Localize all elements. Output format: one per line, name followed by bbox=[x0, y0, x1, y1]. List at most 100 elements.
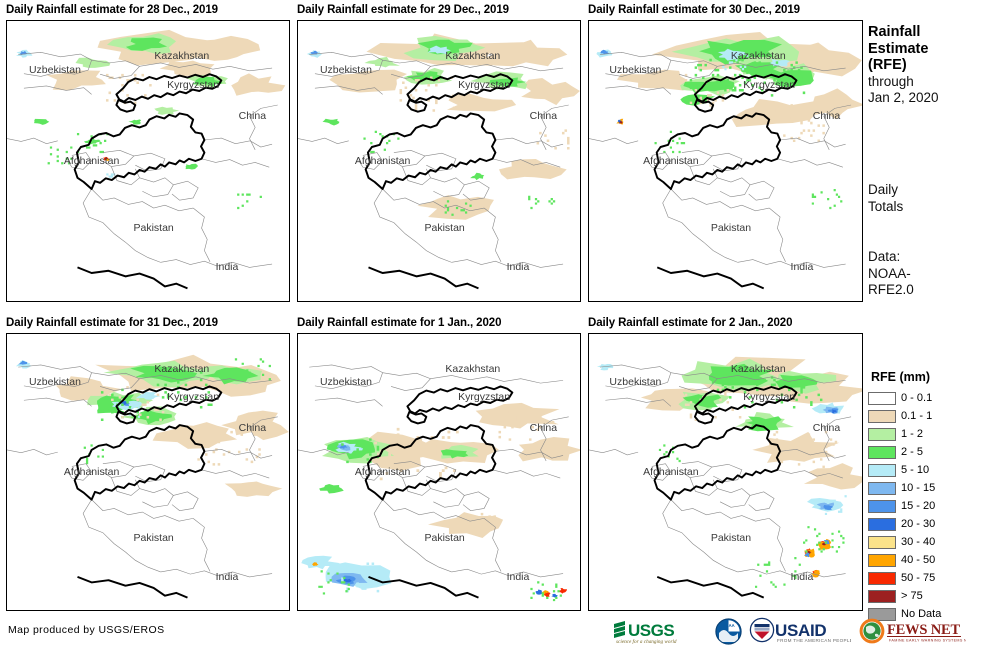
admin-boundaries bbox=[7, 364, 278, 578]
panel-title: Daily Rainfall estimate for 30 Dec., 201… bbox=[588, 4, 800, 16]
map-frame[interactable]: Uzbekistan Kazakhstan Kyrgyzstan China Afgha… bbox=[297, 20, 581, 302]
precipitation-raster bbox=[589, 356, 862, 599]
legend-rows: 0 - 0.1 0.1 - 1 1 - 2 2 - 5 5 - 10 10 - 15 15 … bbox=[868, 389, 980, 623]
legend-label: 15 - 20 bbox=[901, 500, 936, 512]
usgs-logo[interactable]: USGS science for a changing world bbox=[612, 617, 708, 645]
map-panel-2[interactable]: Daily Rainfall estimate for 29 Dec., 201… bbox=[297, 4, 581, 302]
legend-label: No Data bbox=[901, 608, 942, 620]
map-credit: Map produced by USGS/EROS bbox=[8, 624, 165, 636]
precipitation-raster bbox=[298, 364, 580, 602]
through-date: Jan 2, 2020 bbox=[868, 90, 939, 105]
legend-row: 20 - 30 bbox=[868, 515, 980, 533]
legend-label: 0.1 - 1 bbox=[901, 410, 933, 422]
legend-swatch bbox=[868, 481, 896, 495]
svg-text:FEWS NET: FEWS NET bbox=[887, 622, 960, 638]
legend-swatch bbox=[868, 571, 896, 585]
precipitation-raster bbox=[589, 32, 862, 290]
map-frame[interactable]: Uzbekistan Kazakhstan Kyrgyzstan China Afgha… bbox=[588, 20, 863, 302]
legend-label: 10 - 15 bbox=[901, 482, 936, 494]
legend-label: 30 - 40 bbox=[901, 536, 936, 548]
legend-row: 50 - 75 bbox=[868, 569, 980, 587]
legend-label: 50 - 75 bbox=[901, 572, 936, 584]
national-borders bbox=[73, 73, 223, 290]
legend-row: 10 - 15 bbox=[868, 479, 980, 497]
legend-swatch bbox=[868, 409, 896, 423]
legend-label: 40 - 50 bbox=[901, 554, 936, 566]
map-panel-6[interactable]: Daily Rainfall estimate for 2 Jan., 2020… bbox=[588, 317, 863, 611]
legend-swatch bbox=[868, 553, 896, 567]
period-line-1: Daily bbox=[868, 182, 899, 197]
legend-swatch bbox=[868, 607, 896, 621]
legend-row: 30 - 40 bbox=[868, 533, 980, 551]
panel-title: Daily Rainfall estimate for 28 Dec., 201… bbox=[6, 4, 218, 16]
precipitation-raster bbox=[298, 33, 580, 290]
legend-swatch bbox=[868, 427, 896, 441]
panel-title: Daily Rainfall estimate for 2 Jan., 2020 bbox=[588, 317, 793, 329]
map-panel-5[interactable]: Daily Rainfall estimate for 1 Jan., 2020… bbox=[297, 317, 581, 611]
svg-text:FAMINE EARLY WARNING SYSTEMS N: FAMINE EARLY WARNING SYSTEMS NETWORK bbox=[889, 639, 966, 643]
legend-label: 20 - 30 bbox=[901, 518, 936, 530]
legend-title: RFE (mm) bbox=[871, 370, 931, 384]
legend-row: 1 - 2 bbox=[868, 425, 980, 443]
legend-swatch bbox=[868, 463, 896, 477]
legend-swatch bbox=[868, 517, 896, 531]
aggregation-period: Daily Totals bbox=[868, 182, 903, 215]
heading-line-2: Estimate bbox=[868, 40, 929, 57]
legend-row: > 75 bbox=[868, 587, 980, 605]
usaid-logo[interactable]: USAID FROM THE AMERICAN PEOPLE bbox=[749, 617, 851, 645]
panel-title: Daily Rainfall estimate for 1 Jan., 2020 bbox=[297, 317, 502, 329]
national-borders bbox=[653, 385, 798, 599]
map-frame[interactable]: Uzbekistan Kazakhstan Kyrgyzstan China Afgha… bbox=[588, 333, 863, 611]
national-borders bbox=[364, 73, 514, 290]
map-frame[interactable]: Uzbekistan Kazakhstan Kyrgyzstan China Afgha… bbox=[297, 333, 581, 611]
report-heading: Rainfall Estimate (RFE) through Jan 2, 2… bbox=[868, 24, 939, 107]
national-borders bbox=[653, 73, 798, 290]
svg-text:NOAA: NOAA bbox=[722, 623, 734, 628]
data-source-label: Data: bbox=[868, 249, 901, 264]
admin-boundaries bbox=[298, 364, 569, 578]
admin-boundaries bbox=[298, 52, 569, 268]
heading-line-1: Rainfall bbox=[868, 24, 921, 40]
admin-boundaries bbox=[589, 52, 852, 268]
legend-label: > 75 bbox=[901, 590, 923, 602]
svg-text:USAID: USAID bbox=[775, 621, 826, 640]
through-label: through bbox=[868, 73, 914, 89]
legend: RFE (mm) 0 - 0.1 0.1 - 1 1 - 2 2 - 5 5 - 10 1… bbox=[868, 370, 980, 623]
panel-title: Daily Rainfall estimate for 31 Dec., 201… bbox=[6, 317, 218, 329]
legend-label: 1 - 2 bbox=[901, 428, 924, 440]
svg-text:USGS: USGS bbox=[628, 621, 674, 640]
admin-boundaries bbox=[7, 52, 278, 268]
map-panel-1[interactable]: Daily Rainfall estimate for 28 Dec., 201… bbox=[6, 4, 290, 302]
period-line-2: Totals bbox=[868, 198, 904, 214]
noaa-logo[interactable]: NOAA bbox=[715, 617, 742, 645]
legend-row: 15 - 20 bbox=[868, 497, 980, 515]
panel-title: Daily Rainfall estimate for 29 Dec., 201… bbox=[297, 4, 509, 16]
data-source-line-2: RFE2.0 bbox=[868, 282, 914, 297]
legend-swatch bbox=[868, 589, 896, 603]
svg-text:FROM THE AMERICAN PEOPLE: FROM THE AMERICAN PEOPLE bbox=[777, 638, 851, 643]
legend-swatch bbox=[868, 499, 896, 513]
national-borders bbox=[73, 385, 223, 599]
legend-row: 2 - 5 bbox=[868, 443, 980, 461]
legend-row: 5 - 10 bbox=[868, 461, 980, 479]
svg-text:science for a changing world: science for a changing world bbox=[616, 638, 677, 645]
precipitation-raster bbox=[7, 354, 289, 599]
admin-boundaries bbox=[589, 364, 852, 578]
legend-label: 5 - 10 bbox=[901, 464, 930, 476]
legend-row: 0 - 0.1 bbox=[868, 389, 980, 407]
map-frame[interactable]: Uzbekistan Kazakhstan Kyrgyzstan China Afgha… bbox=[6, 20, 290, 302]
legend-row: 40 - 50 bbox=[868, 551, 980, 569]
national-borders bbox=[364, 385, 514, 599]
legend-row: No Data bbox=[868, 605, 980, 623]
data-source-line-1: NOAA- bbox=[868, 265, 911, 281]
legend-label: 0 - 0.1 bbox=[901, 392, 933, 404]
legend-label: 2 - 5 bbox=[901, 446, 924, 458]
legend-swatch bbox=[868, 445, 896, 459]
data-source: Data: NOAA- RFE2.0 bbox=[868, 249, 914, 299]
legend-swatch bbox=[868, 535, 896, 549]
legend-row: 0.1 - 1 bbox=[868, 407, 980, 425]
map-frame[interactable]: Uzbekistan Kazakhstan Kyrgyzstan China Afgha… bbox=[6, 333, 290, 611]
map-panel-4[interactable]: Daily Rainfall estimate for 31 Dec., 201… bbox=[6, 317, 290, 611]
fewsnet-logo[interactable]: FEWS NET FAMINE EARLY WARNING SYSTEMS NE… bbox=[858, 617, 966, 645]
map-panel-3[interactable]: Daily Rainfall estimate for 30 Dec., 201… bbox=[588, 4, 863, 302]
